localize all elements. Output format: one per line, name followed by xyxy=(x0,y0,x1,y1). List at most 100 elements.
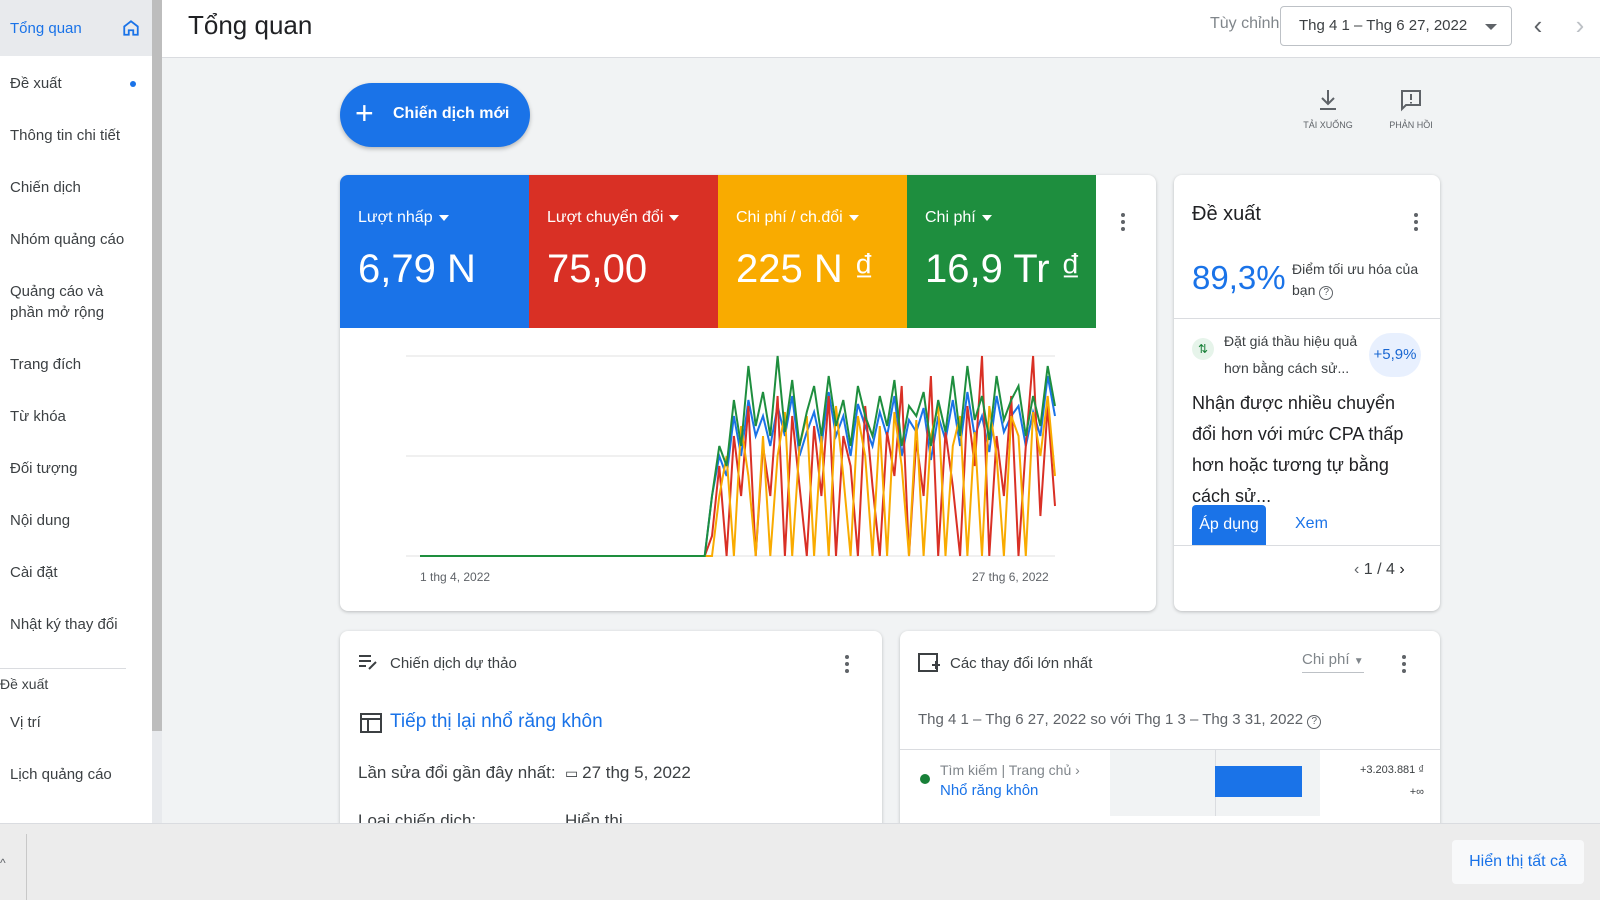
sidebar-item-overview[interactable]: Tổng quan xyxy=(0,0,152,56)
feedback-icon xyxy=(1401,90,1421,112)
chevron-left-icon[interactable]: ‹ xyxy=(1354,561,1364,578)
sidebar-item-content[interactable]: Nội dung xyxy=(0,510,152,531)
metric-cost[interactable]: Chi phí 16,9 Tr ₫ xyxy=(907,175,1096,328)
sidebar-item-label: Cài đặt xyxy=(10,564,58,581)
more-options-icon[interactable] xyxy=(1414,213,1420,234)
table-row[interactable]: Tìm kiếm | Trang chủ › Nhổ răng khôn +3.… xyxy=(900,749,1440,816)
divider xyxy=(1174,318,1440,319)
bottom-bar: ^ Hiển thị tất cả xyxy=(0,823,1600,900)
view-link[interactable]: Xem xyxy=(1295,515,1328,532)
calendar-icon: ▭ xyxy=(565,765,583,781)
sidebar-section-label: Đề xuất xyxy=(0,676,49,692)
metric-label-wrap: Chi phí / ch.đổi xyxy=(736,209,859,227)
sidebar-item-ad-schedule[interactable]: Lịch quảng cáo xyxy=(0,764,152,785)
metric-label: Chi phí xyxy=(925,209,976,226)
feedback-button[interactable]: PHẢN HỒI xyxy=(1376,88,1446,130)
sidebar-item-campaigns[interactable]: Chiến dịch xyxy=(0,177,152,198)
recommendations-card: Đề xuất 89,3% Điểm tối ưu hóa của bạn ? … xyxy=(1174,175,1440,611)
dropdown-caret-icon xyxy=(1485,24,1497,30)
date-range-value: Thg 4 1 – Thg 6 27, 2022 xyxy=(1299,17,1468,34)
download-label: TẢI XUỐNG xyxy=(1303,120,1353,130)
home-icon xyxy=(123,20,139,36)
new-campaign-button[interactable]: + Chiến dịch mới xyxy=(340,83,530,147)
dropdown-caret-icon xyxy=(981,214,992,221)
show-all-button[interactable]: Hiển thị tất cả xyxy=(1452,840,1584,884)
sidebar-item-label: Từ khóa xyxy=(10,408,66,425)
sidebar-item-landing-pages[interactable]: Trang đích xyxy=(0,354,152,375)
metric-select[interactable]: Chi phí ▼ xyxy=(1302,651,1364,673)
metric-label-wrap: Chi phí xyxy=(925,209,992,227)
date-range-select[interactable]: Thg 4 1 – Thg 6 27, 2022 xyxy=(1280,6,1512,46)
card-header: Chiến dịch dự thảo xyxy=(340,631,882,695)
sidebar-item-label: Thông tin chi tiết xyxy=(10,127,121,144)
recommendations-title: Đề xuất xyxy=(1192,203,1261,225)
metric-cost-per-conversion[interactable]: Chi phí / ch.đổi 225 N ₫ xyxy=(718,175,907,328)
dropdown-caret-icon: ▼ xyxy=(1353,656,1364,667)
calendar-add-icon xyxy=(918,653,940,672)
dropdown-caret-icon xyxy=(848,214,859,221)
optimization-score: 89,3% xyxy=(1192,259,1286,296)
divider xyxy=(26,834,27,900)
help-icon[interactable]: ? xyxy=(1307,715,1322,729)
sidebar-item-keywords[interactable]: Từ khóa xyxy=(0,406,152,427)
more-options-icon[interactable] xyxy=(845,655,851,676)
status-dot-icon xyxy=(920,774,930,784)
recommendation-pager: ‹ 1 / 4 › xyxy=(1354,561,1405,579)
more-options-icon[interactable] xyxy=(1402,655,1408,676)
plus-icon: + xyxy=(355,95,374,131)
sidebar-item-label: Lịch quảng cáo xyxy=(10,766,112,783)
change-percent: +∞ xyxy=(1409,786,1424,798)
card-header: Các thay đổi lớn nhất Chi phí ▼ xyxy=(900,631,1440,695)
sidebar-item-label: Nhóm quảng cáo xyxy=(10,231,125,248)
dropdown-caret-icon xyxy=(669,214,680,221)
pager-text: 1 / 4 xyxy=(1363,561,1395,578)
sidebar-scrollbar[interactable] xyxy=(152,0,162,731)
chevron-right-icon[interactable]: › xyxy=(1394,561,1405,578)
apply-button[interactable]: Áp dụng xyxy=(1192,505,1266,545)
metric-value: 16,9 Tr ₫ xyxy=(925,247,1082,291)
series-line-4 xyxy=(420,355,1056,557)
sidebar-item-audiences[interactable]: Đối tượng xyxy=(0,458,152,479)
x-axis-end-label: 27 thg 6, 2022 xyxy=(972,570,1049,584)
metric-conversions[interactable]: Lượt chuyển đổi 75,00 xyxy=(529,175,718,328)
sidebar-item-insights[interactable]: Thông tin chi tiết xyxy=(0,125,152,146)
metric-label: Lượt nhấp xyxy=(358,209,433,226)
metric-clicks[interactable]: Lượt nhấp 6,79 N xyxy=(340,175,529,328)
draft-campaign-link[interactable]: Tiếp thị lại nhổ răng khôn xyxy=(390,711,603,732)
comparison-range: Thg 4 1 – Thg 6 27, 2022 so với Thg 1 3 … xyxy=(918,711,1322,729)
sidebar-divider xyxy=(0,668,126,669)
change-bar xyxy=(1215,766,1302,797)
edit-list-icon xyxy=(359,655,377,670)
feedback-label: PHẢN HỒI xyxy=(1389,120,1433,130)
card-title: Các thay đổi lớn nhất xyxy=(950,655,1093,672)
sidebar-item-change-history[interactable]: Nhật ký thay đổi xyxy=(0,614,152,635)
card-title: Chiến dịch dự thảo xyxy=(390,655,517,672)
comparison-range-text: Thg 4 1 – Thg 6 27, 2022 so với Thg 1 3 … xyxy=(918,711,1304,728)
sidebar-item-settings[interactable]: Cài đặt xyxy=(0,562,152,583)
score-uplift-badge: +5,9% xyxy=(1369,333,1421,377)
row-breadcrumb: Tìm kiếm | Trang chủ › xyxy=(940,762,1080,778)
header: Tổng quan Tùy chỉnh Thg 4 1 – Thg 6 27, … xyxy=(162,0,1600,58)
metric-label-wrap: Lượt nhấp xyxy=(358,209,449,227)
bidding-icon: ⇅ xyxy=(1192,338,1214,360)
sidebar-item-ad-groups[interactable]: Nhóm quảng cáo xyxy=(0,229,152,250)
next-period-button[interactable]: › xyxy=(1575,10,1585,40)
score-label-text: Điểm tối ưu hóa của bạn xyxy=(1292,261,1419,298)
download-button[interactable]: TẢI XUỐNG xyxy=(1293,88,1363,130)
row-campaign-name[interactable]: Nhổ răng khôn xyxy=(940,782,1039,799)
x-axis-start-label: 1 thg 4, 2022 xyxy=(420,570,491,584)
sidebar-item-label: Đối tượng xyxy=(10,460,78,477)
metric-value: 75,00 xyxy=(547,247,648,291)
sidebar-item-label: Nhật ký thay đổi xyxy=(10,616,118,633)
performance-card: Lượt nhấp 6,79 N Lượt chuyển đổi 75,00 C… xyxy=(340,175,1156,611)
sidebar-item-recommendations[interactable]: Đề xuất xyxy=(0,73,152,94)
help-icon[interactable]: ? xyxy=(1319,286,1334,300)
sidebar-item-locations[interactable]: Vị trí xyxy=(0,712,152,733)
more-options-icon[interactable] xyxy=(1121,213,1127,234)
sidebar-item-label: Quảng cáo và phần mở rộng xyxy=(10,283,105,321)
sidebar-item-ads-extensions[interactable]: Quảng cáo và phần mở rộng xyxy=(0,281,140,323)
sidebar-item-label: Đề xuất xyxy=(10,75,62,92)
chevron-up-icon[interactable]: ^ xyxy=(0,856,6,870)
change-value: +3.203.881 ₫ xyxy=(1359,764,1424,776)
prev-period-button[interactable]: ‹ xyxy=(1533,10,1543,40)
